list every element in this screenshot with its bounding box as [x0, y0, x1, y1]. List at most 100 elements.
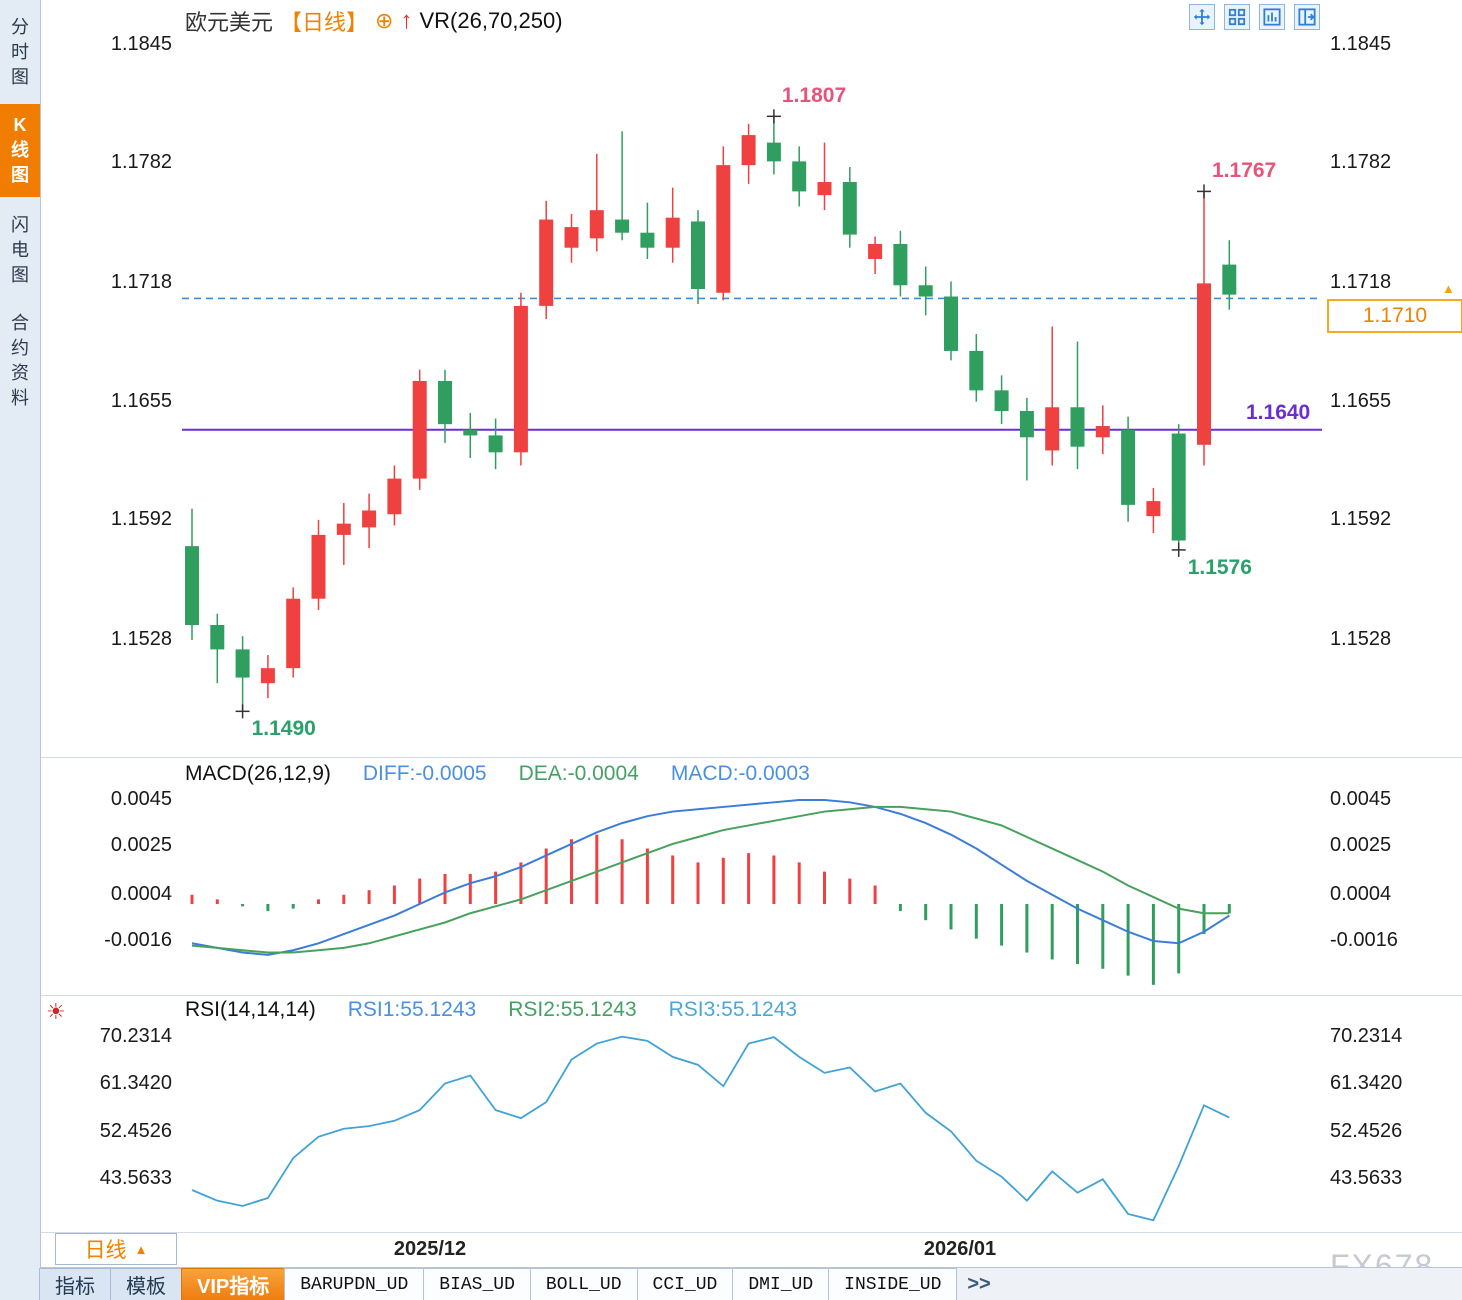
panel-divider [41, 1232, 1462, 1233]
footer-tab-8[interactable]: DMI_UD [732, 1268, 830, 1300]
overlay-indicator-label: VR(26,70,250) [419, 8, 563, 33]
candle-body [311, 534, 326, 599]
footer-tab-bar: 指标 模板 VIP指标 BARUPDN_UD BIAS_UD BOLL_UD CCI_UD D… [39, 1267, 1462, 1300]
macd-legend: MACD(26,12,9) DIFF:-0.0005 DEA:-0.0004 M… [185, 762, 810, 786]
rsi-title: RSI(14,14,14) [185, 998, 316, 1021]
candle-body [615, 219, 630, 233]
move-icon[interactable] [1189, 4, 1215, 30]
rsi-line [191, 1035, 1230, 1222]
candle-body [362, 510, 377, 528]
sidebar-tab-char: 电 [11, 240, 29, 260]
candle-body [235, 649, 250, 678]
footer-tab-5[interactable]: BIAS_UD [423, 1268, 531, 1300]
footer-tab-9[interactable]: INSIDE_UD [828, 1268, 958, 1300]
footer-tab-1[interactable]: 指标 [39, 1268, 111, 1300]
footer-tab-7[interactable]: CCI_UD [636, 1268, 734, 1300]
chart-header: 欧元美元 【日线】 ⊕ ↑ VR(26,70,250) [185, 5, 563, 37]
candle-body [185, 546, 199, 625]
candle-body [438, 380, 452, 425]
candle-body [564, 227, 579, 248]
current-price-arrow-icon: ▲ [1442, 281, 1455, 296]
current-price-value: 1.1710 [1362, 304, 1428, 327]
sidebar-tab-char: 图 [11, 165, 29, 185]
candle-body [766, 142, 781, 162]
footer-tab-2[interactable]: 模板 [110, 1268, 182, 1300]
kline-layout-icon[interactable] [1259, 4, 1285, 30]
footer-tab-4[interactable]: BARUPDN_UD [284, 1268, 425, 1300]
candle-body [1019, 411, 1034, 438]
candle-body [691, 221, 705, 290]
split-layout-icon[interactable] [1294, 4, 1320, 30]
macd-diff-line [191, 799, 1230, 956]
candle-body [716, 165, 731, 293]
candle-body [994, 390, 1009, 412]
sidebar-tab-char: 时 [11, 42, 29, 62]
candle-body [792, 161, 807, 192]
symbol-title: 欧元美元 [185, 10, 274, 35]
candle-body [488, 435, 503, 453]
panel-divider [41, 757, 1462, 758]
chart-toolbar [1189, 4, 1320, 30]
current-price-box: 1.1710 [1327, 299, 1462, 333]
candle-body [918, 285, 933, 297]
sidebar-tab-char: 闪 [11, 215, 29, 235]
candle-body [1095, 426, 1110, 438]
rsi3-value: RSI3:55.1243 [668, 998, 798, 1021]
sidebar-tab-char: 图 [11, 265, 29, 285]
candle-body [868, 243, 883, 259]
candle-body [336, 523, 351, 535]
candle-body [1070, 407, 1085, 447]
sidebar-tab-char: 约 [11, 338, 29, 358]
candle-body [969, 350, 984, 391]
candle-body [210, 624, 225, 650]
candle-body [1045, 407, 1060, 451]
candle-body [260, 668, 275, 684]
macd-title: MACD(26,12,9) [185, 762, 331, 785]
candle-body [589, 210, 604, 239]
footer-tab-6[interactable]: BOLL_UD [529, 1268, 638, 1300]
candle-body [1121, 429, 1136, 505]
candle-body [286, 598, 301, 669]
candle-body [513, 305, 528, 453]
sidebar-tab-char: 线 [11, 140, 29, 160]
candle-body [893, 243, 908, 286]
period-tag[interactable]: 【日线】 [280, 10, 369, 35]
sidebar-tab-char: 合 [11, 313, 29, 333]
sidebar-tab-char: 图 [11, 67, 29, 87]
candle-body [842, 182, 857, 235]
sidebar-tab-lightning[interactable]: 闪电图 [0, 204, 40, 297]
footer-tab-3[interactable]: VIP指标 [181, 1268, 286, 1300]
footer-tab-10[interactable]: >> [967, 1273, 991, 1295]
candle-body [1171, 433, 1186, 541]
candle-body [412, 380, 427, 479]
sidebar-tab-timeshare[interactable]: 分时图 [0, 6, 40, 99]
sidebar-tab-char: 分 [11, 17, 29, 37]
sidebar-tab-char: 料 [11, 388, 29, 408]
candle-body [640, 232, 655, 248]
candle-body [387, 478, 402, 515]
sun-icon[interactable]: ☀ [46, 999, 66, 1024]
candle-body [1197, 283, 1211, 445]
period-selector[interactable]: 日线 ▲ [55, 1233, 177, 1265]
period-selector-label: 日线 [84, 1239, 127, 1262]
macd-macd-value: MACD:-0.0003 [670, 762, 810, 785]
rsi-legend: RSI(14,14,14) RSI1:55.1243 RSI2:55.1243 … [185, 998, 797, 1022]
candle-body [1146, 501, 1161, 517]
macd-dea-line [191, 805, 1230, 954]
sidebar-tab-contract-info[interactable]: 合约资料 [0, 302, 40, 420]
grid-layout-icon[interactable] [1224, 4, 1250, 30]
candle-body [1222, 264, 1237, 295]
sidebar-tab-char: 资 [11, 363, 29, 383]
candle-body [463, 429, 478, 436]
rsi2-value: RSI2:55.1243 [508, 998, 637, 1021]
chevron-up-icon: ▲ [134, 1241, 148, 1257]
macd-diff-value: DIFF:-0.0005 [362, 762, 487, 785]
candle-body [665, 217, 680, 248]
add-indicator-icon[interactable]: ⊕ [375, 8, 394, 33]
sidebar-tab-char: K [13, 115, 27, 135]
panel-divider [41, 995, 1462, 996]
